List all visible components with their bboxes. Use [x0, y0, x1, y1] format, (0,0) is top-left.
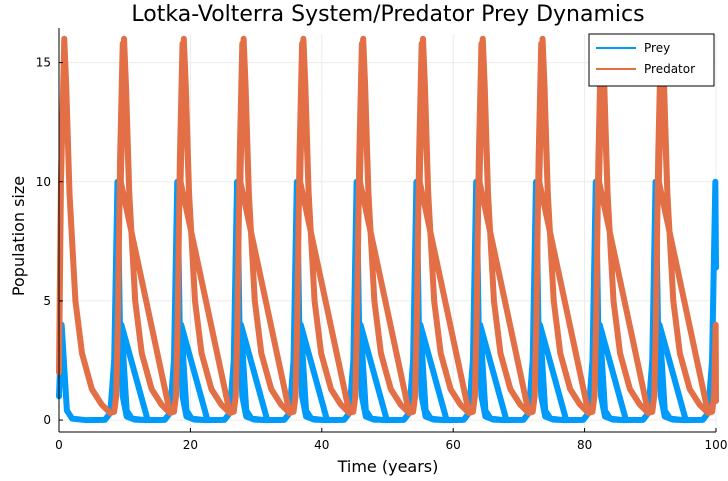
tick-labels: 0 20 40 60 80 100 0 5 10 15: [36, 56, 728, 452]
y-tick-label: 5: [43, 294, 51, 308]
legend: Prey Predator: [588, 33, 715, 87]
axes: [58, 28, 717, 433]
x-tick-label: 100: [705, 438, 728, 452]
x-tick-label: 60: [446, 438, 461, 452]
series-line-predator: [56, 35, 719, 416]
chart-title: Lotka-Volterra System/Predator Prey Dyna…: [131, 2, 644, 27]
y-tick-label: 10: [36, 175, 51, 189]
y-tick-label: 15: [36, 56, 51, 70]
y-axis-label: Population size: [9, 176, 28, 296]
x-tick-label: 0: [55, 438, 63, 452]
y-tick-label: 0: [43, 413, 51, 427]
legend-predator-label: Predator: [644, 62, 695, 76]
series-lines: [56, 35, 719, 424]
legend-box: [588, 33, 715, 87]
x-tick-label: 40: [314, 438, 329, 452]
legend-prey-label: Prey: [644, 41, 670, 55]
x-tick-label: 80: [577, 438, 592, 452]
x-tick-label: 20: [183, 438, 198, 452]
series-line-prey: [56, 178, 719, 424]
x-axis-label: Time (years): [337, 457, 439, 476]
